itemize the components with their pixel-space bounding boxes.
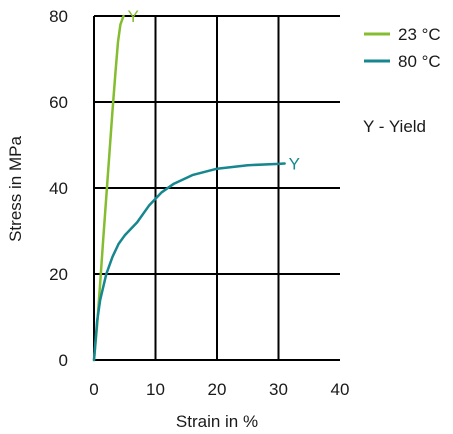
y-tick-label-0: 0 xyxy=(59,351,68,370)
x-tick-label-40: 40 xyxy=(331,380,350,399)
grid xyxy=(93,15,340,361)
yield-label-1: Y xyxy=(289,154,300,173)
legend-label-1: 80 °C xyxy=(398,52,441,71)
y-tick-label-80: 80 xyxy=(49,7,68,26)
series-line-0 xyxy=(92,14,125,362)
x-axis-title: Strain in % xyxy=(176,412,258,431)
yield-labels: YY xyxy=(128,7,300,173)
tick-labels: 0 10 20 30 40 0 20 40 60 80 xyxy=(49,7,349,399)
yield-label-0: Y xyxy=(128,7,139,26)
series-lines xyxy=(92,14,286,362)
x-tick-label-20: 20 xyxy=(208,380,227,399)
series-line-1 xyxy=(92,162,286,362)
y-axis-title: Stress in MPa xyxy=(6,136,25,242)
x-tick-label-10: 10 xyxy=(146,380,165,399)
y-tick-label-40: 40 xyxy=(49,179,68,198)
x-tick-label-30: 30 xyxy=(269,380,288,399)
x-tick-label-0: 0 xyxy=(89,380,98,399)
legend: 23 °C 80 °C xyxy=(364,25,441,71)
y-tick-label-60: 60 xyxy=(49,93,68,112)
yield-annotation: Y - Yield xyxy=(363,117,426,136)
y-tick-label-20: 20 xyxy=(49,265,68,284)
legend-label-0: 23 °C xyxy=(398,25,441,44)
